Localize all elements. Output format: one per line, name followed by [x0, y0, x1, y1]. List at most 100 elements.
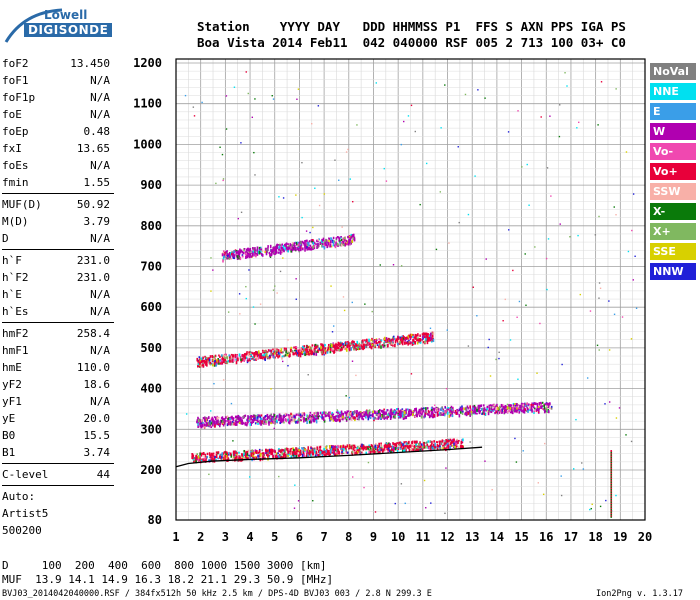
echo-point	[467, 412, 470, 415]
echo-point	[271, 352, 274, 355]
echo-point	[348, 348, 351, 352]
echo-point	[347, 340, 349, 343]
echo-point	[377, 445, 379, 448]
echo-point	[290, 416, 292, 419]
echo-point	[474, 407, 477, 410]
echo-point	[268, 422, 270, 426]
x-tick-label: 1	[172, 530, 179, 544]
echo-point	[466, 405, 469, 408]
echo-point	[321, 244, 323, 248]
echo-point	[340, 410, 343, 413]
echo-point	[456, 438, 459, 441]
echo-point	[358, 411, 361, 414]
echo-point	[202, 359, 204, 363]
echo-point	[284, 449, 287, 454]
echo-point	[430, 336, 432, 340]
echo-point	[237, 358, 239, 362]
echo-point	[392, 446, 394, 451]
divider	[2, 322, 114, 323]
echo-point	[354, 451, 356, 455]
echo-point	[536, 402, 539, 406]
noise-point	[233, 86, 236, 88]
echo-point	[336, 418, 339, 421]
echo-point	[222, 250, 225, 254]
echo-point	[328, 451, 330, 454]
echo-point	[357, 347, 360, 351]
echo-point	[381, 446, 383, 449]
echo-point	[378, 340, 380, 344]
echo-point	[286, 353, 289, 357]
echo-point	[229, 251, 232, 255]
echo-point	[270, 249, 272, 253]
echo-point	[476, 408, 478, 412]
echo-point	[416, 447, 419, 450]
echo-point	[310, 419, 313, 424]
echo-point	[495, 406, 498, 411]
echo-point	[322, 237, 325, 240]
echo-point	[263, 453, 265, 457]
noise-point	[364, 303, 366, 305]
echo-point	[296, 421, 299, 424]
echo-point	[335, 449, 338, 452]
echo-point	[514, 409, 517, 413]
y-tick-label: 400	[140, 382, 162, 396]
echo-point	[520, 409, 523, 413]
echo-point	[214, 360, 217, 364]
echo-point	[416, 447, 418, 451]
noise-point	[599, 505, 602, 508]
echo-point	[499, 405, 501, 409]
echo-point	[347, 451, 349, 454]
echo-point	[279, 251, 282, 255]
echo-point	[356, 340, 359, 345]
echo-point	[215, 421, 218, 425]
echo-point	[422, 336, 424, 340]
echo-point	[306, 452, 308, 457]
echo-point	[432, 443, 435, 447]
echo-point	[289, 245, 292, 249]
echo-point	[388, 442, 390, 445]
echo-point	[222, 259, 224, 263]
echo-point	[520, 404, 522, 409]
echo-point	[259, 422, 261, 425]
echo-point	[192, 454, 195, 458]
echo-point	[396, 442, 398, 445]
echo-point	[200, 458, 203, 461]
echo-point	[312, 247, 314, 250]
echo-point	[526, 408, 529, 412]
echo-point	[223, 359, 226, 362]
echo-point	[389, 442, 391, 446]
echo-point	[376, 446, 378, 450]
echo-point	[233, 255, 236, 259]
echo-point	[513, 405, 515, 409]
echo-point	[269, 244, 272, 249]
echo-point	[317, 243, 319, 247]
echo-point	[332, 344, 335, 348]
echo-point	[284, 453, 287, 458]
param-name: foEs	[2, 159, 29, 172]
echo-point	[378, 451, 381, 455]
echo-point	[461, 412, 464, 415]
echo-point	[461, 407, 464, 410]
echo-point	[305, 353, 308, 356]
echo-point	[359, 450, 362, 454]
echo-point	[260, 246, 262, 249]
noise-point	[287, 365, 289, 367]
echo-point	[349, 342, 352, 346]
echo-point	[286, 350, 289, 353]
param-row: M(D) 3.79	[2, 213, 114, 230]
echo-point	[522, 404, 525, 407]
noise-point	[348, 396, 351, 399]
echo-point	[376, 449, 379, 451]
echo-point	[263, 417, 265, 420]
noise-point	[374, 511, 377, 513]
noise-point	[484, 460, 486, 462]
echo-point	[215, 451, 218, 454]
param-value: 13.450	[70, 57, 110, 70]
echo-point	[304, 448, 307, 451]
echo-point	[340, 344, 343, 346]
echo-point	[321, 245, 324, 248]
echo-point	[364, 339, 367, 344]
noise-point	[569, 236, 571, 238]
echo-point	[447, 444, 450, 448]
echo-point	[219, 359, 221, 362]
